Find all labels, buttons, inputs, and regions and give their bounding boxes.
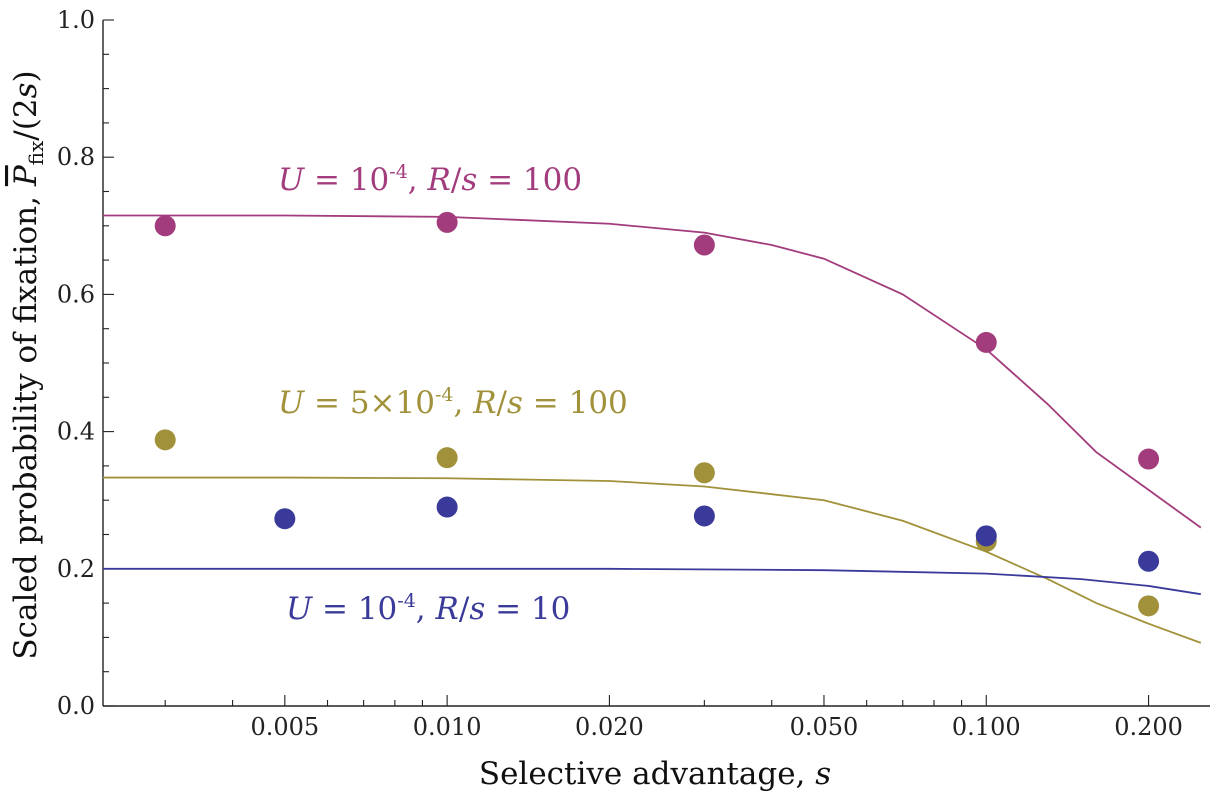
y-tick-label: 0.6 <box>57 280 95 308</box>
y-tick-label: 0.8 <box>57 143 95 171</box>
curves <box>103 214 1202 644</box>
x-axis-title: Selective advantage, s <box>479 756 831 792</box>
data-point-olive <box>154 429 176 451</box>
curve-blue <box>103 567 1201 596</box>
data-point-olive <box>693 462 715 484</box>
points <box>154 211 1160 617</box>
data-point-purple <box>1138 448 1160 470</box>
x-tick-label: 0.200 <box>1114 713 1183 741</box>
data-point-blue <box>693 505 715 527</box>
data-point-blue <box>274 508 296 530</box>
data-point-blue <box>975 525 997 547</box>
y-tick-label: 0.0 <box>57 692 95 720</box>
data-point-purple <box>154 215 176 237</box>
y-axis-title: Scaled probability of fixation, Pfix/(2s… <box>8 70 48 659</box>
y-tick-label: 1.0 <box>57 6 95 34</box>
series-label-purple: U = 10-4, R/s = 100 <box>278 161 582 198</box>
x-tick-label: 0.005 <box>250 713 319 741</box>
ticks: 0.0 0.2 0.4 0.6 0.8 1.0 0.005 0.010 0.020 0.050 0.… <box>57 6 1183 741</box>
series-label-blue: U = 10-4, R/s = 10 <box>286 590 570 627</box>
curve-olive <box>103 476 1202 644</box>
data-point-blue <box>1138 550 1160 572</box>
data-point-purple <box>693 234 715 256</box>
data-point-blue <box>436 496 458 518</box>
series-label-olive: U = 5×10-4, R/s = 100 <box>278 384 628 421</box>
data-point-olive <box>436 447 458 469</box>
x-tick-label: 0.100 <box>952 713 1021 741</box>
x-tick-label: 0.010 <box>413 713 482 741</box>
y-tick-label: 0.4 <box>57 418 95 446</box>
axes <box>102 20 1210 707</box>
data-point-olive <box>1138 595 1160 617</box>
data-point-purple <box>436 211 458 233</box>
y-tick-label: 0.2 <box>57 555 95 583</box>
x-tick-label: 0.020 <box>575 713 644 741</box>
x-tick-label: 0.050 <box>790 713 859 741</box>
data-point-purple <box>975 331 997 353</box>
curve-purple <box>103 214 1202 529</box>
